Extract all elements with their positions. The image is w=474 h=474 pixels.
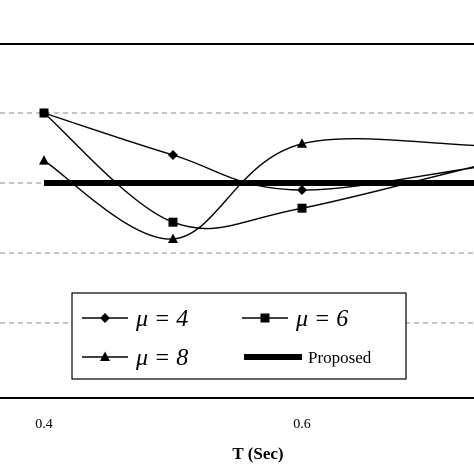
legend-item-2: μ = 8	[82, 345, 188, 371]
legend-marker-0	[100, 313, 110, 323]
legend-box	[71, 292, 407, 380]
plot-frame	[0, 43, 474, 399]
x-tick-labels: 0.40.60.811.21.4	[35, 417, 311, 432]
point-2-2	[297, 138, 307, 148]
legend-label-3: Proposed	[308, 348, 372, 367]
point-2-1	[168, 233, 178, 243]
legend-label-1: μ = 6	[295, 306, 348, 332]
legend-marker-2	[100, 351, 110, 361]
x-tick-0.6: 0.6	[293, 417, 311, 432]
legend-item-3: Proposed	[244, 348, 372, 367]
grid-lines	[0, 112, 474, 324]
series-2	[39, 137, 474, 243]
point-1-2	[297, 203, 307, 213]
x-axis-label: T (Sec)	[232, 444, 283, 463]
point-1-0	[39, 108, 49, 118]
legend-item-0: μ = 4	[82, 306, 188, 332]
series-line-1	[43, 112, 474, 230]
legend-label-2: μ = 8	[135, 345, 188, 371]
legend-label-0: μ = 4	[135, 306, 188, 332]
point-0-1	[168, 150, 178, 160]
legend-marker-1	[260, 313, 270, 323]
point-1-1	[168, 217, 178, 227]
legend-item-1: μ = 6	[242, 306, 348, 332]
legend: μ = 4 μ = 6 μ = 8 Proposed	[71, 292, 407, 380]
x-tick-0.4: 0.4	[35, 417, 53, 432]
series-layer	[39, 108, 474, 243]
point-0-2	[297, 185, 307, 195]
point-2-0	[39, 155, 49, 165]
series-1	[39, 108, 474, 230]
series-line-2	[43, 137, 474, 240]
series-line-0	[43, 112, 474, 191]
